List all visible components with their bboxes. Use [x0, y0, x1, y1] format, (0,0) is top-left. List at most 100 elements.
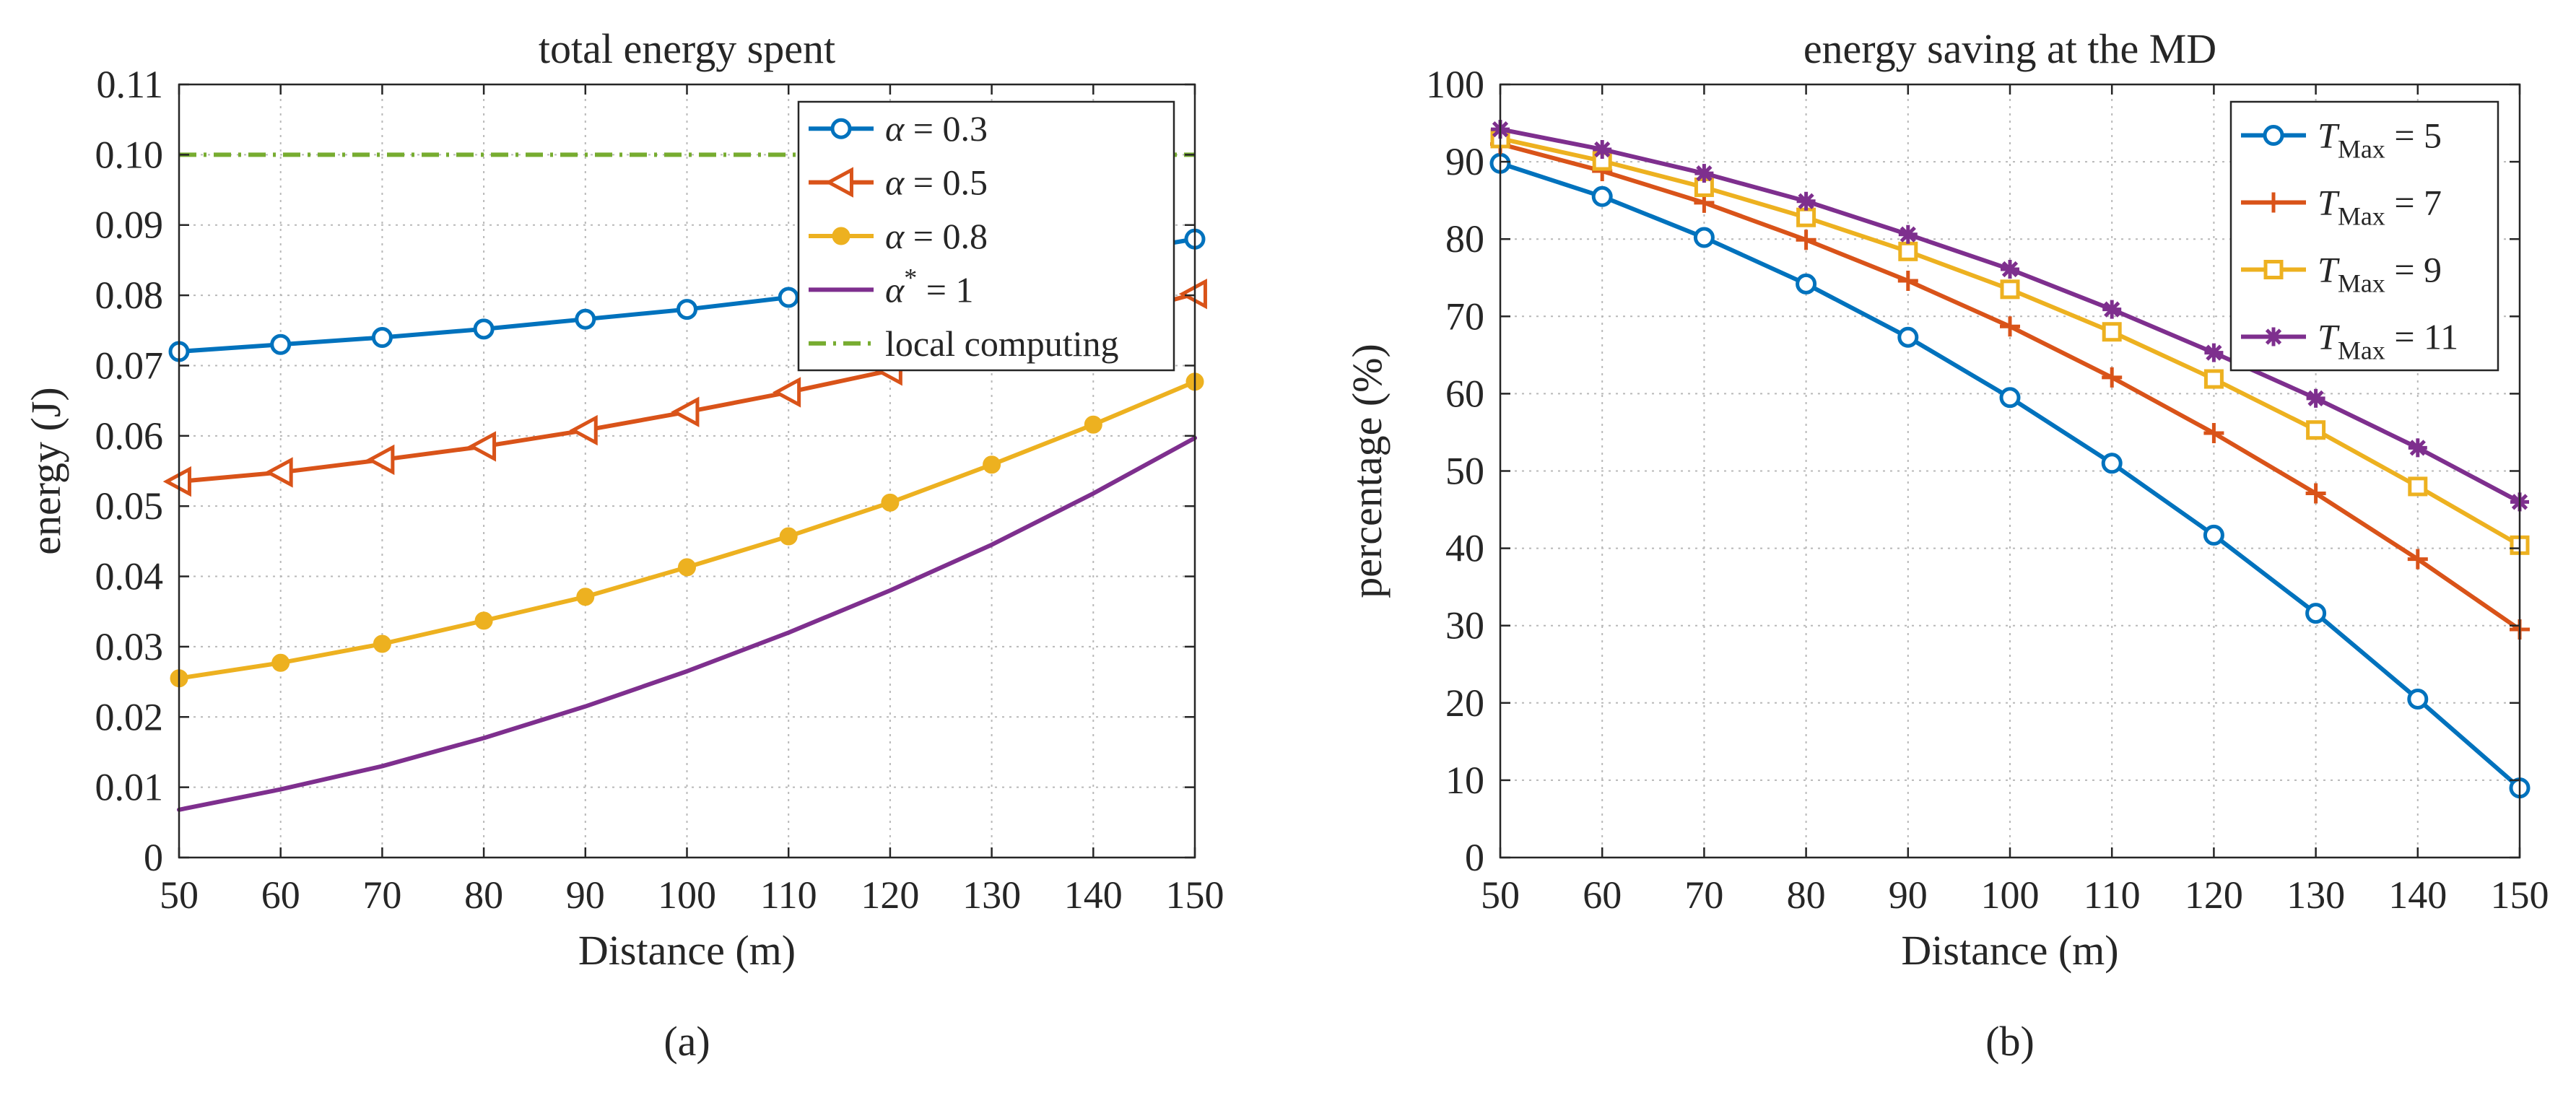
legend-item: α = 0.5	[809, 162, 988, 203]
x-axis-label: Distance (m)	[1901, 927, 2118, 974]
chart-title: total energy spent	[539, 25, 835, 72]
y-tick-label: 0	[144, 836, 163, 879]
y-tick-label: 0	[1465, 836, 1484, 879]
data-point	[1796, 207, 1816, 227]
data-point	[2305, 483, 2326, 504]
y-tick-label: 90	[1445, 140, 1484, 183]
x-tick-label: 90	[566, 873, 605, 917]
x-tick-label: 140	[1064, 873, 1123, 917]
legend-marker	[2263, 192, 2284, 213]
legend-value: = 0.8	[904, 216, 988, 256]
data-point	[2203, 369, 2224, 389]
data-point	[1694, 164, 1714, 183]
legend-item: local computing	[809, 323, 1119, 364]
legend-marker	[2263, 125, 2284, 146]
legend-box	[2229, 100, 2499, 372]
data-point	[575, 308, 596, 330]
x-tick-label: 90	[1889, 873, 1928, 917]
y-axis-label: energy (J)	[22, 387, 69, 554]
legend-label: TMax = 5	[2318, 115, 2442, 164]
legend-symbol: T	[2318, 183, 2340, 223]
data-point	[2305, 603, 2327, 624]
legend-label: TMax = 7	[2318, 183, 2442, 231]
x-tick-label: 50	[1481, 873, 1520, 917]
x-tick-label: 140	[2388, 873, 2447, 917]
x-tick-label: 130	[2286, 873, 2345, 917]
legend-item: α = 0.3	[809, 108, 988, 149]
y-tick-label: 0.07	[95, 344, 164, 387]
legend-symbol: α	[885, 216, 905, 256]
y-tick-label: 0.02	[95, 695, 164, 738]
series-3	[177, 435, 1197, 812]
data-point	[678, 558, 696, 577]
data-point	[373, 634, 391, 653]
legend-value: = 1	[917, 269, 973, 310]
y-tick-label: 20	[1445, 681, 1484, 725]
data-point	[2000, 316, 2020, 337]
data-point	[2407, 688, 2429, 710]
y-tick-label: 0.09	[95, 204, 164, 247]
legend-symbol: T	[2318, 250, 2340, 290]
x-tick-label: 70	[362, 873, 401, 917]
data-point	[1178, 278, 1207, 310]
panel-a: 50 60 70 80 90 100 110 120 130 140 150 0 0.01 0.02 0.0…	[22, 25, 1224, 1065]
legend-label: α* = 1	[885, 263, 973, 310]
legend-marker	[824, 167, 853, 198]
data-point	[881, 493, 900, 512]
data-point	[2203, 524, 2224, 546]
x-tick-label: 150	[1166, 873, 1224, 917]
data-point	[2101, 453, 2123, 474]
x-tick-label: 80	[464, 873, 503, 917]
x-tick-label: 60	[1583, 873, 1622, 917]
data-point	[473, 318, 495, 340]
data-point	[2102, 300, 2122, 319]
y-tick-label: 10	[1445, 759, 1484, 802]
data-point	[569, 414, 598, 446]
y-tick-label: 0.10	[95, 133, 164, 176]
panel-b: 50 60 70 80 90 100 110 120 130 140 150 0 10 20 30 40 50 6…	[1344, 25, 2549, 1065]
legend-item: TMax = 9	[2241, 250, 2442, 298]
chart-title: energy saving at the MD	[1803, 25, 2216, 72]
x-axis-label: Distance (m)	[578, 927, 796, 974]
y-tick-label: 30	[1445, 604, 1484, 647]
data-point	[778, 287, 799, 308]
data-point	[1897, 271, 1918, 292]
series-3	[1491, 120, 2529, 512]
legend-item: TMax = 7	[2241, 183, 2442, 231]
axes: 50 60 70 80 90 100 110 120 130 140 150 0 10 20 30 40 50 6…	[1426, 63, 2549, 917]
legend-subscript: Max	[2338, 135, 2385, 164]
legend-marker	[2263, 260, 2284, 279]
data-point	[2306, 420, 2326, 440]
data-point	[671, 396, 700, 427]
legend-symbol: T	[2318, 317, 2340, 357]
x-tick-label: 80	[1787, 873, 1826, 917]
panel-label: (b)	[1985, 1018, 2035, 1065]
legend: α = 0.3 α = 0.5 α = 0.8 α* = 1 local computi…	[797, 100, 1175, 372]
legend-value: = 0.3	[904, 108, 988, 149]
legend-label: TMax = 9	[2318, 250, 2442, 298]
data-point	[2102, 367, 2123, 388]
data-point	[2000, 279, 2020, 300]
data-point	[366, 444, 395, 476]
y-tick-label: 80	[1445, 217, 1484, 261]
x-tick-label: 100	[1981, 873, 2040, 917]
legend-subscript: Max	[2338, 269, 2385, 298]
legend-value: = 7	[2385, 183, 2442, 223]
legend-item: TMax = 11	[2241, 317, 2458, 365]
data-point	[467, 431, 497, 462]
data-point	[162, 466, 191, 497]
y-tick-label: 0.01	[95, 766, 164, 809]
series-2	[170, 372, 1204, 688]
legend-label: α = 0.5	[885, 162, 988, 203]
data-point	[371, 327, 393, 349]
data-point	[2203, 423, 2224, 444]
x-tick-label: 50	[160, 873, 199, 917]
y-tick-label: 0.03	[95, 625, 164, 668]
legend-item: α = 0.8	[809, 216, 988, 256]
data-point	[2408, 476, 2428, 497]
x-tick-label: 70	[1684, 873, 1723, 917]
data-point	[1999, 387, 2021, 409]
legend-marker	[830, 118, 852, 139]
